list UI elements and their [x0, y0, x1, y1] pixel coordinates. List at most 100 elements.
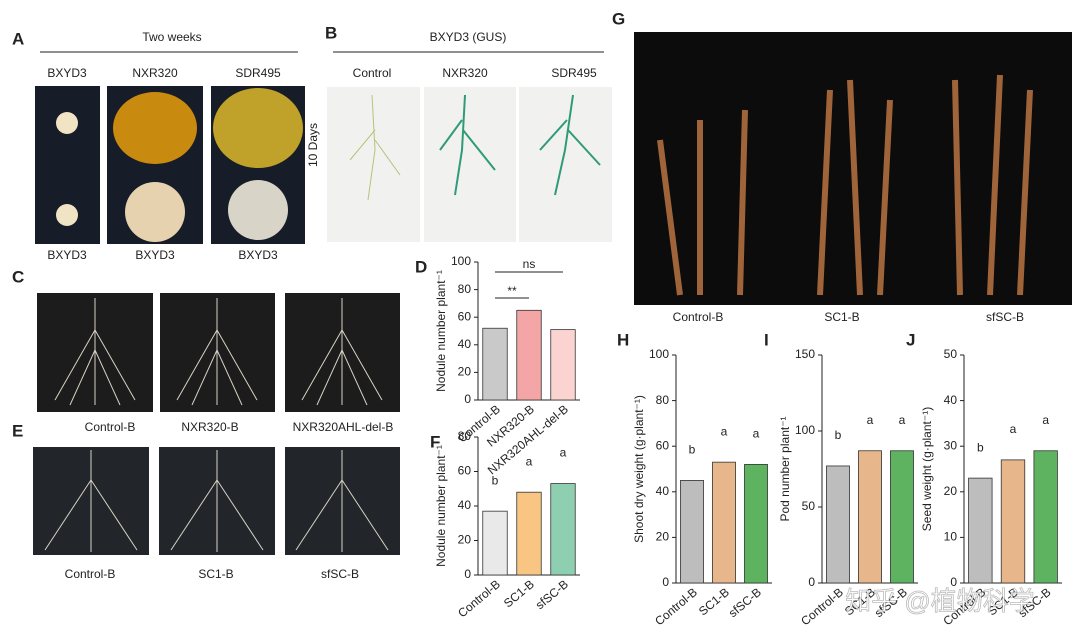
y-tick-label: 40 — [458, 498, 472, 512]
y-axis-label: Shoot dry weight (g·plant⁻¹) — [632, 395, 646, 543]
significance-letter: b — [977, 440, 984, 454]
y-tick-label: 50 — [944, 347, 958, 361]
y-tick-label: 80 — [458, 282, 472, 296]
panel-letter: B — [325, 23, 337, 42]
panel-letter: A — [12, 29, 24, 48]
colony — [213, 88, 303, 168]
significance-letter: a — [867, 413, 874, 427]
photo-label: BXYD3 — [47, 66, 87, 80]
y-tick-label: 40 — [944, 393, 958, 407]
root — [295, 450, 389, 552]
bar — [858, 450, 882, 584]
y-tick-label: 0 — [464, 392, 471, 406]
side-label: 10 Days — [306, 123, 320, 167]
photo — [327, 87, 420, 242]
significance-letter: a — [1042, 413, 1049, 427]
photo — [424, 87, 516, 242]
panel-letter: I — [764, 330, 769, 349]
photo-label: NXR320 — [442, 66, 488, 80]
bar — [826, 465, 850, 584]
root — [176, 298, 258, 406]
photo-label: Control-B — [85, 420, 136, 434]
photo-label: SC1-B — [198, 567, 233, 581]
y-tick-label: 100 — [451, 254, 471, 268]
significance-letter: a — [560, 446, 567, 460]
panel-letter: G — [612, 9, 625, 28]
y-tick-label: 0 — [808, 575, 815, 589]
bar — [680, 479, 704, 584]
watermark: 知乎 @植物科学 — [845, 586, 1035, 616]
y-tick-label: 100 — [649, 347, 669, 361]
y-tick-label: 80 — [656, 393, 670, 407]
panel-title: BXYD3 (GUS) — [430, 30, 507, 44]
panel-letter: H — [617, 330, 629, 349]
panel-letter: J — [906, 330, 915, 349]
y-tick-label: 0 — [950, 575, 957, 589]
y-tick-label: 100 — [795, 423, 815, 437]
bar — [968, 477, 993, 584]
y-axis-label: Pod number plant⁻¹ — [778, 416, 792, 521]
y-tick-label: 30 — [944, 438, 958, 452]
photo — [519, 87, 612, 242]
bar — [550, 483, 576, 576]
photo-label: Control — [353, 66, 392, 80]
root — [539, 94, 601, 196]
y-tick-label: 60 — [458, 464, 472, 478]
y-tick-label: 20 — [944, 484, 958, 498]
y-tick-label: 20 — [458, 365, 472, 379]
x-tick-label: Control-B — [455, 577, 503, 620]
significance: ** — [507, 284, 517, 298]
photo-label: Control-B — [673, 310, 724, 324]
root — [349, 94, 401, 201]
photo-label: NXR320AHL-del-B — [293, 420, 394, 434]
bar — [890, 450, 914, 584]
x-tick-label: Control-B — [798, 585, 846, 628]
significance-letter: a — [526, 454, 533, 468]
x-tick-label: Control-B — [652, 585, 700, 628]
y-tick-label: 80 — [458, 429, 472, 443]
significance-letter: a — [1010, 422, 1017, 436]
plants — [657, 74, 1033, 296]
photo-label: BXYD3 — [238, 248, 278, 262]
photo-label: BXYD3 — [47, 248, 87, 262]
root — [301, 298, 383, 406]
photo-label: SC1-B — [824, 310, 859, 324]
significance-letter: a — [899, 413, 906, 427]
y-tick-label: 0 — [464, 567, 471, 581]
x-tick-label: SC1-B — [501, 577, 537, 610]
photo-label: Control-B — [65, 567, 116, 581]
bar — [482, 327, 508, 401]
colony — [125, 182, 185, 242]
colony — [56, 204, 78, 226]
significance-letter: b — [492, 473, 499, 487]
y-tick-label: 40 — [458, 337, 472, 351]
y-tick-label: 60 — [458, 309, 472, 323]
significance-letter: a — [721, 424, 728, 438]
colony — [113, 92, 197, 164]
y-tick-label: 150 — [795, 347, 815, 361]
significance-letter: b — [835, 428, 842, 442]
panel-letter: E — [12, 421, 23, 440]
panel-letter: C — [12, 267, 24, 286]
bar — [516, 491, 542, 576]
y-axis-label: Nodule number plant⁻¹ — [434, 270, 448, 392]
x-tick-label: sfSC-B — [726, 585, 764, 620]
colony — [56, 112, 78, 134]
significance-letter: a — [753, 427, 760, 441]
colony — [228, 180, 288, 240]
y-tick-label: 10 — [944, 530, 958, 544]
y-tick-label: 20 — [458, 533, 472, 547]
root — [44, 450, 138, 552]
root — [439, 94, 496, 196]
panel-title: Two weeks — [142, 30, 201, 44]
root — [54, 298, 136, 406]
y-tick-label: 40 — [656, 484, 670, 498]
photo-label: sfSC-B — [321, 567, 359, 581]
bar — [482, 510, 508, 576]
panel-letter: D — [415, 257, 427, 276]
photo-label: SDR495 — [235, 66, 281, 80]
bar — [1000, 459, 1026, 584]
x-tick-label: SC1-B — [696, 585, 732, 618]
y-tick-label: 20 — [656, 530, 670, 544]
